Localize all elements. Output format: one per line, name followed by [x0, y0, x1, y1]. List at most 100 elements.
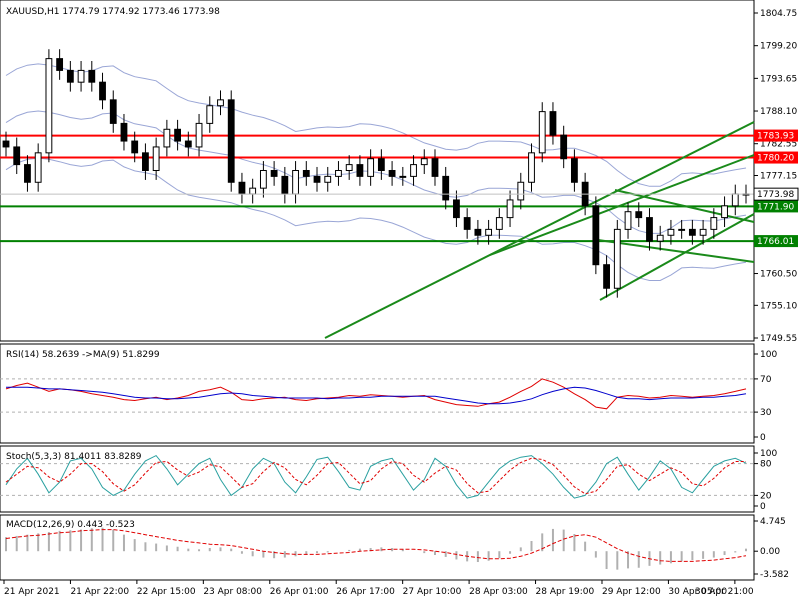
candle[interactable]: [721, 196, 728, 228]
candle[interactable]: [538, 102, 546, 163]
candle-body: [345, 164, 353, 171]
candle[interactable]: [420, 149, 428, 175]
candle[interactable]: [270, 161, 278, 186]
candle[interactable]: [485, 219, 493, 245]
candle[interactable]: [120, 113, 128, 151]
price-level-tag: [754, 151, 798, 164]
candle[interactable]: [528, 143, 535, 192]
candle[interactable]: [302, 161, 310, 186]
candle-body: [259, 169, 267, 189]
rsi-pane[interactable]: [0, 343, 755, 444]
candle[interactable]: [549, 102, 557, 145]
candle[interactable]: [367, 149, 375, 186]
candle-body: [206, 105, 214, 124]
main-price-pane[interactable]: [0, 0, 755, 342]
candle[interactable]: [613, 219, 621, 298]
candle-body: [270, 169, 278, 177]
candle[interactable]: [388, 161, 396, 186]
candle[interactable]: [142, 143, 149, 180]
candle[interactable]: [517, 172, 525, 210]
price-level-tag: [754, 129, 798, 142]
candle[interactable]: [453, 190, 460, 228]
candle-body: [217, 99, 224, 107]
candle[interactable]: [217, 90, 224, 116]
candle-body: [184, 140, 192, 148]
candle[interactable]: [24, 155, 31, 192]
candle-body: [646, 217, 653, 242]
trend-line[interactable]: [324, 121, 755, 339]
candle[interactable]: [592, 196, 600, 275]
candle[interactable]: [313, 166, 321, 192]
candle-body: [377, 158, 385, 171]
candle[interactable]: [603, 255, 610, 298]
candle-body: [77, 69, 85, 83]
candle[interactable]: [656, 225, 664, 251]
candle[interactable]: [410, 155, 417, 186]
candle[interactable]: [678, 219, 686, 239]
macd-pane[interactable]: [0, 514, 755, 581]
candle-body: [656, 234, 664, 242]
stoch-pane[interactable]: [0, 445, 755, 513]
price-tick-label: 1788.10: [760, 107, 797, 117]
trend-line[interactable]: [599, 213, 755, 301]
stoch-k-line: [5, 454, 747, 499]
time-tick-label: 21 Apr 22:00: [70, 587, 129, 597]
candle[interactable]: [667, 219, 675, 245]
candle[interactable]: [335, 161, 342, 186]
trend-line[interactable]: [614, 189, 755, 223]
candle[interactable]: [495, 208, 503, 239]
candle[interactable]: [345, 155, 353, 180]
candle[interactable]: [570, 149, 578, 192]
stoch-label: Stoch(5,3,3) 81.4011 83.8289: [6, 452, 142, 462]
candle-body: [699, 228, 707, 236]
candle-body: [388, 169, 396, 177]
candle[interactable]: [2, 131, 10, 157]
time-tick-label: 26 Apr 01:00: [270, 587, 329, 597]
candle[interactable]: [259, 161, 267, 198]
candle[interactable]: [399, 166, 407, 186]
candle[interactable]: [463, 208, 471, 239]
candle[interactable]: [624, 202, 632, 239]
candle[interactable]: [377, 149, 385, 180]
candle[interactable]: [635, 202, 643, 228]
candle-body: [410, 164, 417, 177]
candle[interactable]: [131, 131, 139, 163]
candle-body: [603, 264, 610, 289]
candle[interactable]: [99, 72, 106, 110]
candle[interactable]: [174, 119, 182, 151]
candle[interactable]: [77, 60, 85, 92]
candle[interactable]: [56, 49, 64, 80]
candle[interactable]: [88, 60, 96, 92]
candle[interactable]: [227, 90, 235, 192]
candle[interactable]: [442, 166, 450, 210]
candle[interactable]: [710, 208, 718, 239]
candle[interactable]: [506, 190, 514, 228]
candle-body: [399, 175, 407, 178]
candle[interactable]: [45, 49, 53, 163]
candle[interactable]: [195, 113, 203, 157]
osc-tick-label: 70: [760, 375, 772, 385]
candle[interactable]: [34, 143, 42, 192]
candle-body: [227, 99, 235, 183]
candle[interactable]: [206, 96, 214, 133]
candle[interactable]: [184, 131, 192, 157]
candle-body: [152, 146, 160, 171]
time-tick-label: 22 Apr 15:00: [137, 587, 196, 597]
candle[interactable]: [474, 219, 482, 245]
candle[interactable]: [560, 125, 568, 169]
trend-line[interactable]: [489, 154, 755, 256]
candle[interactable]: [324, 166, 332, 192]
trend-line[interactable]: [597, 239, 755, 263]
candle[interactable]: [152, 137, 160, 180]
candle-body: [688, 228, 696, 236]
candle[interactable]: [699, 219, 707, 245]
candle[interactable]: [431, 149, 439, 186]
candle[interactable]: [356, 155, 364, 186]
candle[interactable]: [66, 60, 74, 92]
candle[interactable]: [109, 90, 117, 133]
candle[interactable]: [646, 208, 653, 251]
candle[interactable]: [13, 137, 21, 175]
candle[interactable]: [688, 219, 696, 245]
candle[interactable]: [163, 119, 171, 157]
